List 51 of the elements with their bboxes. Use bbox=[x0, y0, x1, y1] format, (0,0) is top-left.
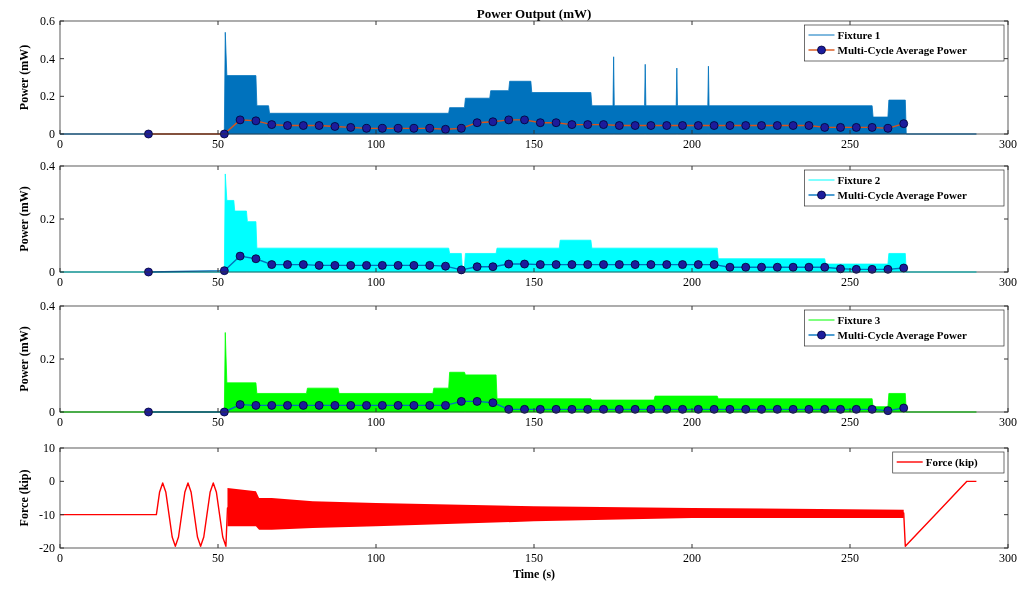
x-tick-label: 150 bbox=[525, 415, 543, 429]
y-tick-label: 0.6 bbox=[40, 14, 55, 28]
x-tick-label: 250 bbox=[841, 275, 859, 289]
y-axis-title: Power (mW) bbox=[17, 326, 31, 392]
y-tick-label: 0.2 bbox=[40, 352, 55, 366]
x-tick-label: 100 bbox=[367, 275, 385, 289]
x-tick-label: 50 bbox=[212, 415, 224, 429]
x-tick-label: 150 bbox=[525, 137, 543, 151]
x-tick-label: 50 bbox=[212, 551, 224, 565]
legend-label: Multi-Cycle Average Power bbox=[837, 189, 967, 201]
x-tick-label: 250 bbox=[841, 551, 859, 565]
y-axis-title: Power (mW) bbox=[17, 44, 31, 111]
x-tick-label: 50 bbox=[212, 137, 224, 151]
y-tick-label: 0 bbox=[49, 265, 55, 279]
x-tick-label: 100 bbox=[367, 415, 385, 429]
legend-label: Force (kip) bbox=[925, 456, 979, 469]
legend-label: Multi-Cycle Average Power bbox=[837, 329, 967, 341]
x-tick-label: 300 bbox=[999, 415, 1017, 429]
x-tick-label: 250 bbox=[841, 415, 859, 429]
x-tick-label: 150 bbox=[525, 551, 543, 565]
x-tick-label: 150 bbox=[525, 275, 543, 289]
y-tick-label: 10 bbox=[43, 441, 55, 455]
x-tick-label: 200 bbox=[683, 415, 701, 429]
y-tick-label: 0.4 bbox=[40, 51, 55, 66]
y-tick-label: 0.4 bbox=[40, 299, 55, 313]
x-tick-label: 300 bbox=[999, 275, 1017, 289]
x-axis-title: Time (s) bbox=[512, 567, 556, 581]
y-tick-label: 0.2 bbox=[40, 212, 55, 226]
x-tick-label: 100 bbox=[367, 551, 385, 565]
x-tick-label: 300 bbox=[999, 137, 1017, 151]
x-tick-label: 250 bbox=[841, 137, 859, 151]
y-tick-label: 0 bbox=[49, 127, 55, 141]
y-axis-title: Power (mW) bbox=[17, 186, 31, 252]
x-tick-label: 200 bbox=[683, 275, 701, 289]
x-tick-label: 100 bbox=[367, 137, 385, 151]
y-tick-label: 0 bbox=[49, 474, 55, 489]
y-tick-label: -10 bbox=[39, 507, 55, 522]
x-tick-label: 200 bbox=[683, 551, 701, 565]
legend-label: Multi-Cycle Average Power bbox=[837, 44, 967, 56]
x-tick-label: 300 bbox=[999, 551, 1017, 565]
x-tick-label: 50 bbox=[212, 275, 224, 289]
x-tick-label: 200 bbox=[683, 137, 701, 151]
chart-title: Power Output (mW) bbox=[476, 6, 592, 21]
y-axis-title: Force (kip) bbox=[17, 469, 31, 527]
legend-label: Fixture 2 bbox=[837, 174, 881, 186]
y-tick-label: -20 bbox=[39, 541, 55, 555]
y-tick-label: 0.4 bbox=[40, 159, 55, 173]
y-tick-label: 0 bbox=[49, 405, 55, 419]
legend-label: Fixture 3 bbox=[837, 314, 881, 326]
legend-label: Fixture 1 bbox=[837, 29, 881, 41]
y-tick-label: 0.2 bbox=[40, 89, 55, 104]
